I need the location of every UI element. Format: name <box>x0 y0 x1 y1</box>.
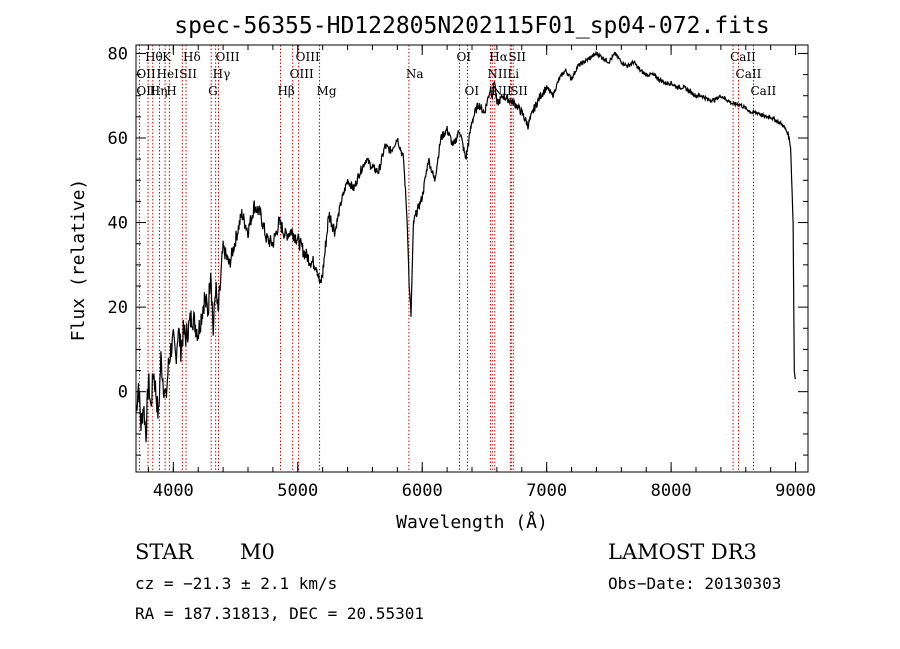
y-axis: 0 20 40 60 80 <box>108 44 808 456</box>
y-axis-label: Flux (relative) <box>68 179 89 342</box>
y-tick-label: 40 <box>108 214 128 234</box>
subclass: M0 <box>240 540 275 564</box>
line-label: Mg <box>317 84 337 98</box>
line-label: CaII <box>736 67 762 81</box>
y-tick-label: 80 <box>108 44 128 64</box>
line-label: Hα <box>489 50 508 64</box>
line-label: Hγ <box>213 67 231 81</box>
x-tick-label: 7000 <box>526 481 567 501</box>
y-tick-label: 20 <box>108 298 128 318</box>
x-tick-label: 4000 <box>153 481 194 501</box>
line-label: OII <box>136 67 156 81</box>
plot-frame <box>135 44 809 473</box>
x-tick-label: 6000 <box>402 481 443 501</box>
x-axis-label: Wavelength (Å) <box>396 511 548 533</box>
line-label: G <box>208 84 218 98</box>
line-label: Hθ <box>145 50 163 64</box>
line-label: CaII <box>730 50 756 64</box>
line-label: OIII <box>290 67 314 81</box>
line-label: HeI <box>157 67 180 81</box>
line-label: OIII <box>296 50 320 64</box>
obs-date: Obs−Date: 20130303 <box>608 574 782 593</box>
line-label: Na <box>406 67 424 81</box>
line-label: NII <box>487 67 507 81</box>
x-tick-label: 8000 <box>651 481 692 501</box>
x-axis: 4000 5000 6000 7000 8000 9000 <box>147 45 816 501</box>
line-label: SII <box>510 84 528 98</box>
line-label: OIII <box>216 50 240 64</box>
line-label: Hδ <box>183 50 201 64</box>
line-label: OI <box>465 84 480 98</box>
survey-label: LAMOST DR3 <box>608 540 757 564</box>
chart-title: spec-56355-HD122805N202115F01_sp04-072.f… <box>174 13 769 39</box>
line-label: H <box>166 84 176 98</box>
line-label: OII <box>136 84 156 98</box>
coordinates: RA = 187.31813, DEC = 20.55301 <box>135 604 424 623</box>
redshift-text: cz = −21.3 ± 2.1 km/s <box>135 574 338 593</box>
y-tick-label: 0 <box>118 383 128 403</box>
star-class: STAR <box>135 540 194 564</box>
line-label: Hβ <box>277 84 294 98</box>
line-label: SII <box>179 67 197 81</box>
line-label: SII <box>508 50 526 64</box>
line-label: OI <box>457 50 472 64</box>
y-tick-label: 60 <box>108 129 128 149</box>
line-label: Li <box>507 67 519 81</box>
x-tick-label: 5000 <box>277 481 318 501</box>
line-label: Hη <box>150 84 168 98</box>
line-label: CaII <box>750 84 776 98</box>
spectrum-line <box>135 50 797 443</box>
x-tick-label: 9000 <box>775 481 816 501</box>
line-label: K <box>162 50 172 64</box>
